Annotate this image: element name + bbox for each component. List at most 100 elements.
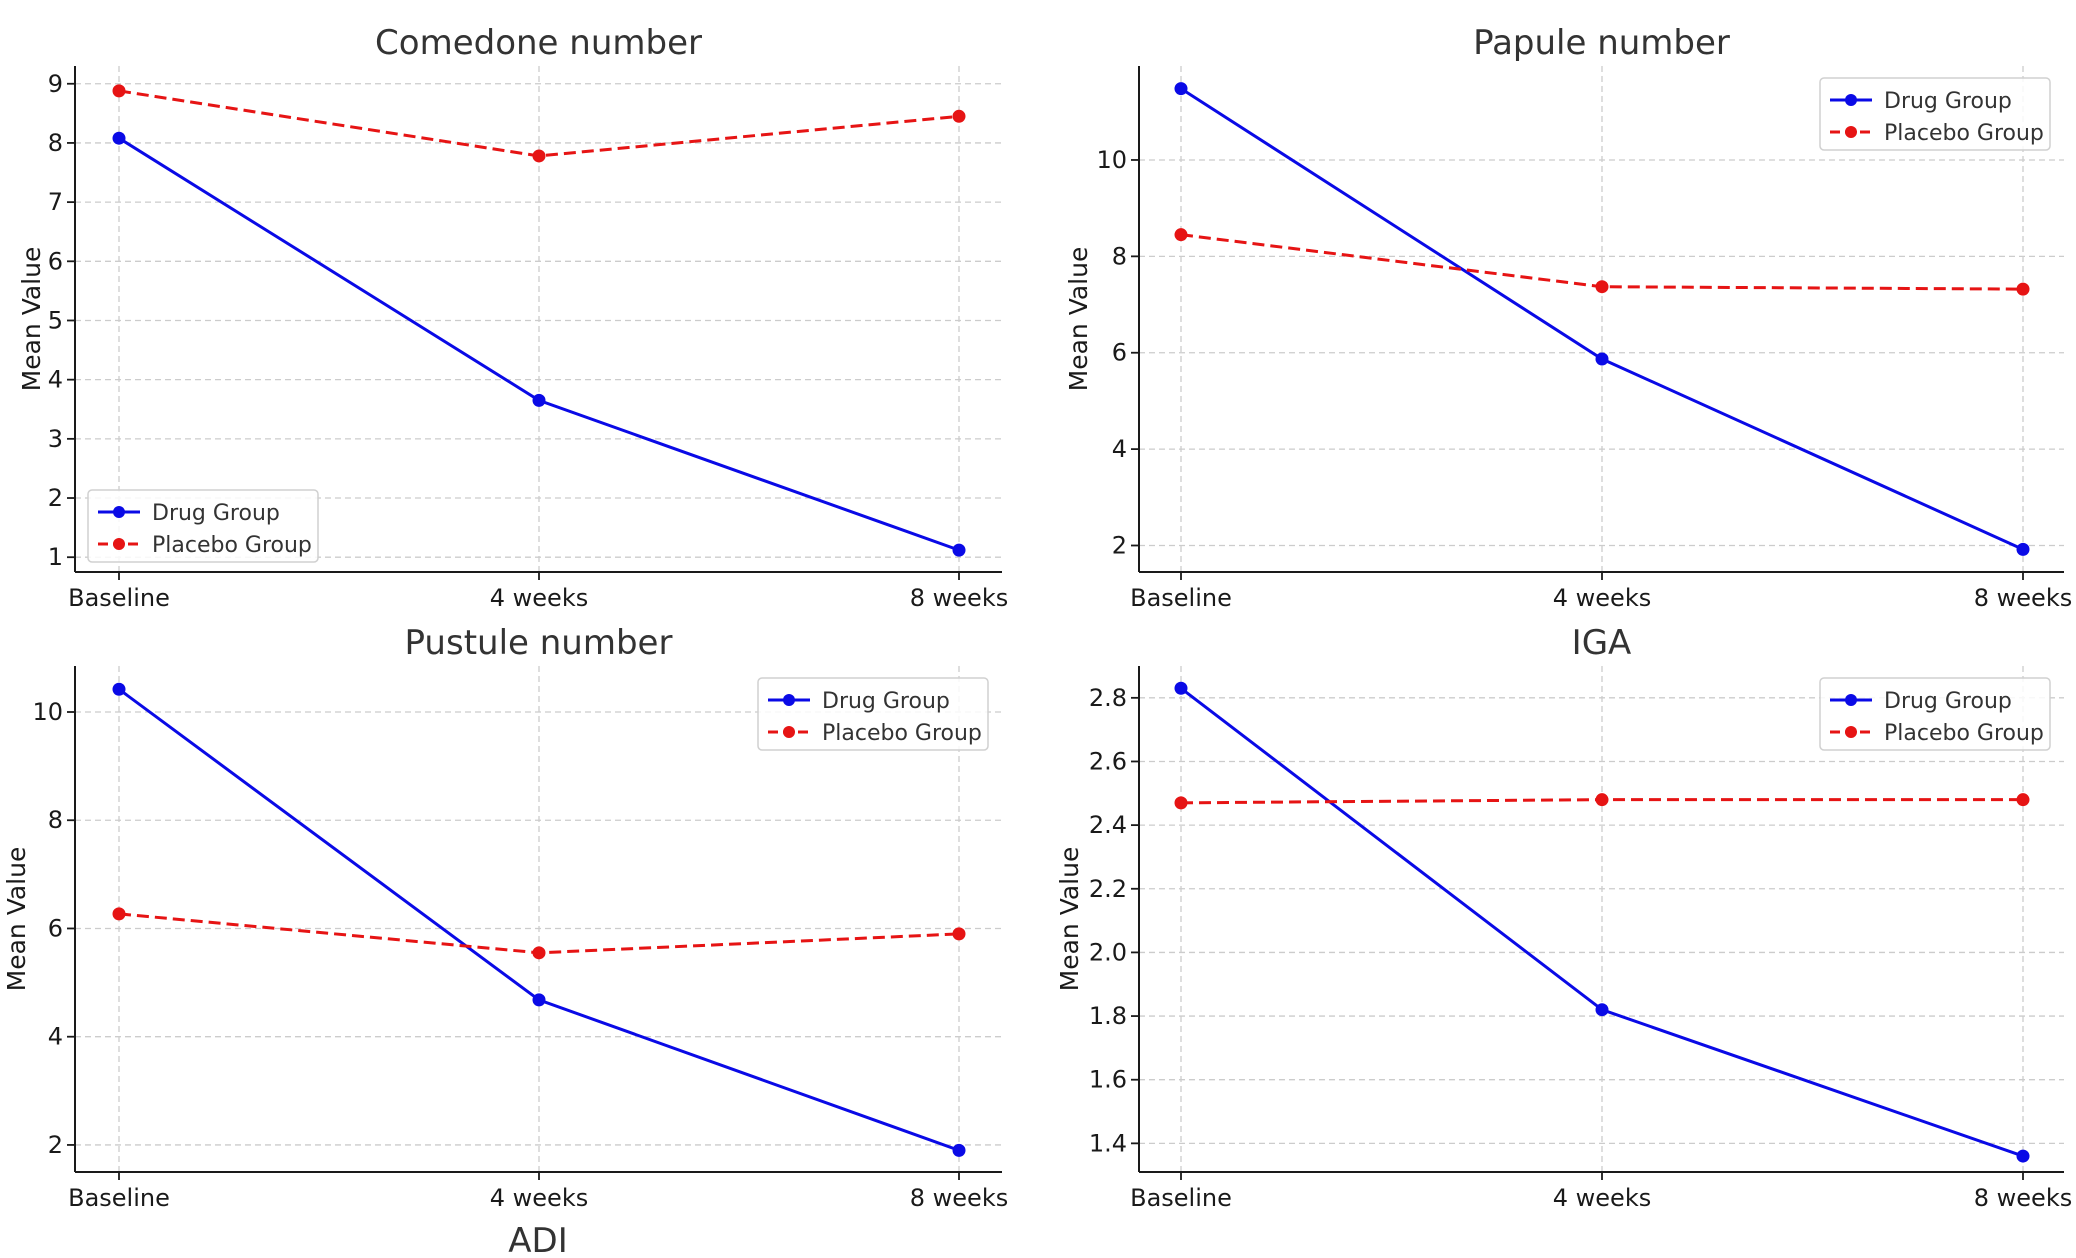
panel-comedone-number: 1 2 3 4 5 6 7 8 9 Baseline 4 weeks 8 weeks Comedone … — [17, 23, 1008, 612]
y-tick-label: 2 — [48, 1131, 63, 1159]
y-tick-label: 4 — [48, 366, 63, 394]
y-tick-label: 8 — [48, 129, 63, 157]
legend-label: Placebo Group — [152, 533, 312, 558]
legend-label: Drug Group — [1884, 689, 2012, 714]
y-tick-label: 2 — [48, 484, 63, 512]
legend-marker — [1845, 126, 1857, 138]
legend-label: Drug Group — [822, 689, 950, 714]
data-point — [1595, 280, 1609, 294]
legend-label: Drug Group — [1884, 89, 2012, 114]
data-point — [112, 682, 126, 696]
data-point — [2016, 1149, 2030, 1163]
legend-marker — [113, 538, 125, 550]
data-point — [112, 907, 126, 921]
data-point — [532, 393, 546, 407]
data-point — [2016, 793, 2030, 807]
panel-papule-number: 2 4 6 8 10 Baseline 4 weeks 8 weeks Papule numbe… — [1064, 23, 2072, 612]
y-tick-label: 2.6 — [1089, 747, 1127, 775]
data-point — [532, 946, 546, 960]
y-tick-label: 6 — [48, 247, 63, 275]
y-tick-label: 4 — [48, 1023, 63, 1051]
x-tick-label: 8 weeks — [1974, 1184, 2072, 1212]
data-point — [952, 109, 966, 123]
data-point — [532, 149, 546, 163]
legend-box — [757, 677, 989, 751]
grid — [75, 666, 1002, 1172]
series-drug-group — [112, 131, 966, 557]
series-drug-group — [1174, 82, 2030, 556]
y-axis-label: Mean Value — [17, 247, 46, 392]
y-tick-label: 8 — [48, 806, 63, 834]
data-point — [112, 131, 126, 145]
legend: Drug Group Placebo Group — [1819, 677, 2051, 751]
chart-title: Papule number — [1473, 23, 1730, 63]
legend-marker — [1845, 726, 1857, 738]
y-tick-label: 10 — [1096, 146, 1127, 174]
legend-marker — [113, 506, 125, 518]
legend-box — [1819, 77, 2051, 151]
y-tick-label: 1.4 — [1089, 1129, 1127, 1157]
chart-title: Pustule number — [405, 623, 673, 663]
footer-label: ADI — [508, 1221, 567, 1258]
y-tick-label: 6 — [1112, 339, 1127, 367]
y-tick-label: 8 — [1112, 242, 1127, 270]
y-axis-label: Mean Value — [2, 847, 31, 992]
legend: Drug Group Placebo Group — [757, 677, 989, 751]
y-axis-label: Mean Value — [1064, 247, 1093, 392]
panel-iga: 1.4 1.6 1.8 2.0 2.2 2.4 2.6 2.8 Baseline 4 weeks 8… — [1055, 623, 2072, 1212]
legend-marker — [783, 694, 795, 706]
data-point — [2016, 542, 2030, 556]
legend: Drug Group Placebo Group — [1819, 77, 2051, 151]
y-tick-label: 10 — [32, 698, 63, 726]
legend-box — [1819, 677, 2051, 751]
y-tick-label: 2.0 — [1089, 938, 1127, 966]
chart-title: Comedone number — [375, 23, 702, 63]
panel-pustule-number: 2 4 6 8 10 Baseline 4 weeks 8 weeks Pustule numb… — [2, 623, 1008, 1212]
legend: Drug Group Placebo Group — [87, 489, 319, 563]
x-tick-label: Baseline — [68, 584, 170, 612]
y-tick-label: 1.6 — [1089, 1066, 1127, 1094]
data-point — [1174, 82, 1188, 96]
series-placebo-group — [1174, 793, 2030, 810]
legend-box — [87, 489, 319, 563]
y-tick-label: 2.8 — [1089, 684, 1127, 712]
x-tick-label: Baseline — [68, 1184, 170, 1212]
data-point — [952, 1143, 966, 1157]
legend-marker — [783, 726, 795, 738]
legend-label: Placebo Group — [1884, 721, 2044, 746]
chart-title: IGA — [1572, 623, 1632, 663]
legend-label: Placebo Group — [1884, 121, 2044, 146]
data-point — [112, 84, 126, 98]
series-drug-group — [112, 682, 966, 1157]
x-tick-label: 8 weeks — [910, 1184, 1008, 1212]
legend-marker — [1845, 694, 1857, 706]
data-point — [532, 993, 546, 1007]
y-tick-label: 5 — [48, 306, 63, 334]
data-point — [1174, 228, 1188, 242]
x-tick-label: Baseline — [1130, 1184, 1232, 1212]
data-point — [952, 927, 966, 941]
x-tick-label: 8 weeks — [910, 584, 1008, 612]
series-drug-group — [1174, 681, 2030, 1163]
data-point — [1174, 681, 1188, 695]
x-tick-label: 4 weeks — [1553, 1184, 1651, 1212]
y-tick-label: 2.4 — [1089, 811, 1127, 839]
x-tick-label: 8 weeks — [1974, 584, 2072, 612]
data-point — [2016, 282, 2030, 296]
y-tick-label: 3 — [48, 425, 63, 453]
x-tick-label: 4 weeks — [490, 584, 588, 612]
data-point — [952, 543, 966, 557]
series-placebo-group — [112, 84, 966, 163]
data-point — [1174, 796, 1188, 810]
series-placebo-group — [112, 907, 966, 960]
x-tick-label: 4 weeks — [490, 1184, 588, 1212]
y-tick-label: 1 — [48, 543, 63, 571]
y-axis-label: Mean Value — [1055, 847, 1084, 992]
y-tick-label: 6 — [48, 914, 63, 942]
y-tick-label: 7 — [48, 188, 63, 216]
y-tick-label: 4 — [1112, 435, 1127, 463]
legend-label: Placebo Group — [822, 721, 982, 746]
data-point — [1595, 1003, 1609, 1017]
x-tick-label: Baseline — [1130, 584, 1232, 612]
